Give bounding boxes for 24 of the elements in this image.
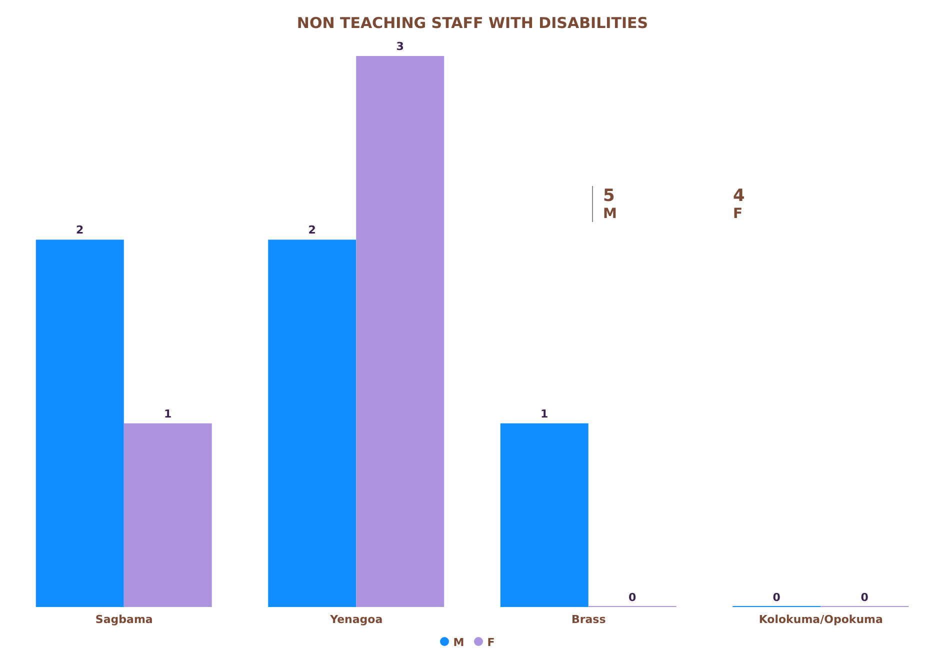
data-label: 3 (396, 40, 404, 53)
data-label: 0 (772, 591, 781, 604)
bar (500, 423, 588, 607)
annotation: M (603, 206, 618, 222)
annotation: F (733, 206, 744, 222)
data-label: 2 (308, 224, 316, 237)
data-label: 0 (628, 591, 637, 604)
data-label: 1 (540, 407, 548, 420)
annotation: 5 (603, 186, 616, 206)
x-tick-label: Kolokuma/Opokuma (758, 612, 883, 626)
bar (124, 423, 212, 607)
bar (356, 56, 444, 607)
chart-title: NON TEACHING STAFF WITH DISABILITIES (296, 14, 650, 32)
x-tick-label: Sagbama (95, 612, 153, 626)
data-label: 1 (164, 407, 172, 420)
legend-label: F (487, 636, 495, 649)
bar (268, 240, 356, 607)
data-label: 0 (860, 591, 869, 604)
data-label: 2 (76, 224, 84, 237)
annotation: 4 (733, 186, 746, 206)
x-tick-label: Brass (571, 612, 606, 626)
legend-label: M (453, 636, 464, 649)
x-tick-label: Yenagoa (329, 612, 383, 626)
bar (36, 240, 124, 607)
